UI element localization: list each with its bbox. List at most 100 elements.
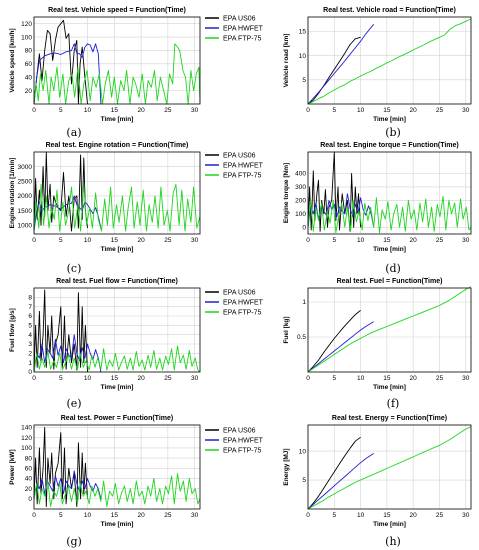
chart-title: Real test. Vehicle speed = Function(Time… [48,7,186,14]
y-tick-label: 1500 [18,208,33,215]
y-tick-label: 6 [28,313,32,320]
y-axis-label: Vehicle speed [km/h] [9,28,16,92]
x-tick-label: 20 [137,375,145,382]
x-tick-label: 25 [436,107,444,114]
legend-label: EPA HWFET [223,26,264,33]
x-tick-label: 20 [137,237,145,244]
plot-frame [33,424,201,510]
x-tick-label: 30 [462,375,470,382]
chart-title: Real test. Energy = Function(Time) [332,415,447,422]
caption-a: (a) [66,126,82,139]
x-tick-label: 25 [436,237,444,244]
y-tick-label: 140 [21,425,32,432]
series-line-epa-hwfet [33,470,102,499]
y-tick-label: 7 [28,304,32,311]
chart-1: 0 5 10 15 20 25 30 20 40 60 80 100 120 Real test. Veh… [9,7,264,123]
x-tick-label: 20 [137,107,145,114]
caption-g: (g) [66,535,82,548]
y-tick-label: 5 [302,77,306,84]
plot-area [308,288,471,372]
legend: EPA US06 EPA HWFET EPA FTP-75 [205,16,264,43]
x-tick-label: 10 [357,237,365,244]
series-line-epa-ftp-75 [307,286,472,373]
plot-area [34,17,200,104]
x-tick-label: 15 [383,107,391,114]
x-tick-label: 5 [332,107,336,114]
y-tick-label: 2 [28,351,32,358]
x-tick-label: 10 [357,512,365,519]
x-tick-label: 5 [332,237,336,244]
chart-title: Real test. Fuel flow = Function(Time) [56,278,178,285]
x-tick-label: 30 [191,107,199,114]
series-line-epa-hwfet [33,334,102,373]
caption-e: (e) [66,397,82,410]
legend-label: EPA US06 [223,290,256,297]
caption-d: (d) [385,262,401,275]
y-tick-label: 100 [295,211,306,218]
x-tick-label: 15 [111,237,119,244]
x-tick-label: 25 [436,512,444,519]
chart-title: Real test. Fuel = Function(Time) [337,278,443,285]
x-tick-label: 10 [357,107,365,114]
y-tick-label: 60 [25,465,33,472]
legend: EPA US06 EPA HWFET EPA FTP-75 [205,153,264,180]
x-axis-label: Time [min] [373,521,406,528]
y-tick-label: 40 [25,476,33,483]
x-tick-label: 30 [462,237,470,244]
series-line-epa-ftp-75 [33,472,201,507]
y-axis-label: Energy [MJ] [283,448,290,485]
x-tick-label: 5 [59,237,63,244]
y-tick-label: 80 [25,455,33,462]
chart-7: 0 5 10 15 20 25 30 0 20 40 60 80 100 120 140 Real test.… [9,415,264,528]
y-tick-label: 3000 [18,164,33,171]
series-line-epa-us06 [33,289,88,373]
x-tick-label: 0 [32,512,36,519]
chart-title: Real test. Vehicle road = Function(Time) [323,7,456,14]
chart-title: Real test. Engine torque = Function(Time… [320,142,459,149]
x-tick-label: 30 [462,107,470,114]
x-tick-label: 15 [111,375,119,382]
y-tick-label: 1 [302,299,306,306]
x-axis-label: Time [min] [101,246,134,253]
plot-frame [33,287,201,373]
x-tick-label: 20 [410,107,418,114]
x-axis-label: Time [min] [101,384,134,391]
y-tick-label: 1000 [18,222,33,229]
caption-b: (b) [385,126,401,139]
x-axis-label: Time [min] [373,384,406,391]
chart-5: 0 5 10 15 20 25 30 0 1 2 3 4 5 6 7 8 Real test. Fuel flo… [9,278,264,391]
y-tick-label: 10 [299,53,307,60]
y-tick-label: 40 [25,74,33,81]
legend-label: EPA US06 [223,153,256,160]
x-tick-label: 30 [191,237,199,244]
plot-frame [307,287,472,373]
x-tick-label: 10 [84,512,92,519]
x-tick-label: 0 [32,237,36,244]
legend-label: EPA FTP-75 [223,173,261,180]
y-tick-label: 100 [21,445,32,452]
x-axis-label: Time [min] [101,116,134,123]
legend-label: EPA US06 [223,428,256,435]
x-tick-label: 15 [111,107,119,114]
y-tick-label: 0 [28,369,32,376]
x-tick-label: 0 [306,375,310,382]
series-line-epa-ftp-75 [307,195,472,234]
series-line-epa-hwfet [33,43,102,105]
y-tick-label: 2500 [18,178,33,185]
x-tick-label: 0 [306,237,310,244]
x-tick-label: 0 [32,375,36,382]
x-tick-label: 20 [410,237,418,244]
chart-3: 0 5 10 15 20 25 30 1000 1500 2000 2500 3000 Real tes… [9,142,264,253]
x-tick-label: 30 [191,512,199,519]
y-tick-label: 100 [21,34,32,41]
y-tick-label: 120 [21,435,32,442]
chart-2: 0 5 10 15 20 25 30 5 10 15 Real test. Vehicle road… [283,7,472,123]
legend-label: EPA FTP-75 [223,36,261,43]
y-axis-label: Vehicle road [km] [283,34,290,88]
y-tick-label: 20 [25,486,33,493]
legend-label: EPA US06 [223,16,256,23]
legend-label: EPA HWFET [223,163,264,170]
y-tick-label: 3 [28,341,32,348]
